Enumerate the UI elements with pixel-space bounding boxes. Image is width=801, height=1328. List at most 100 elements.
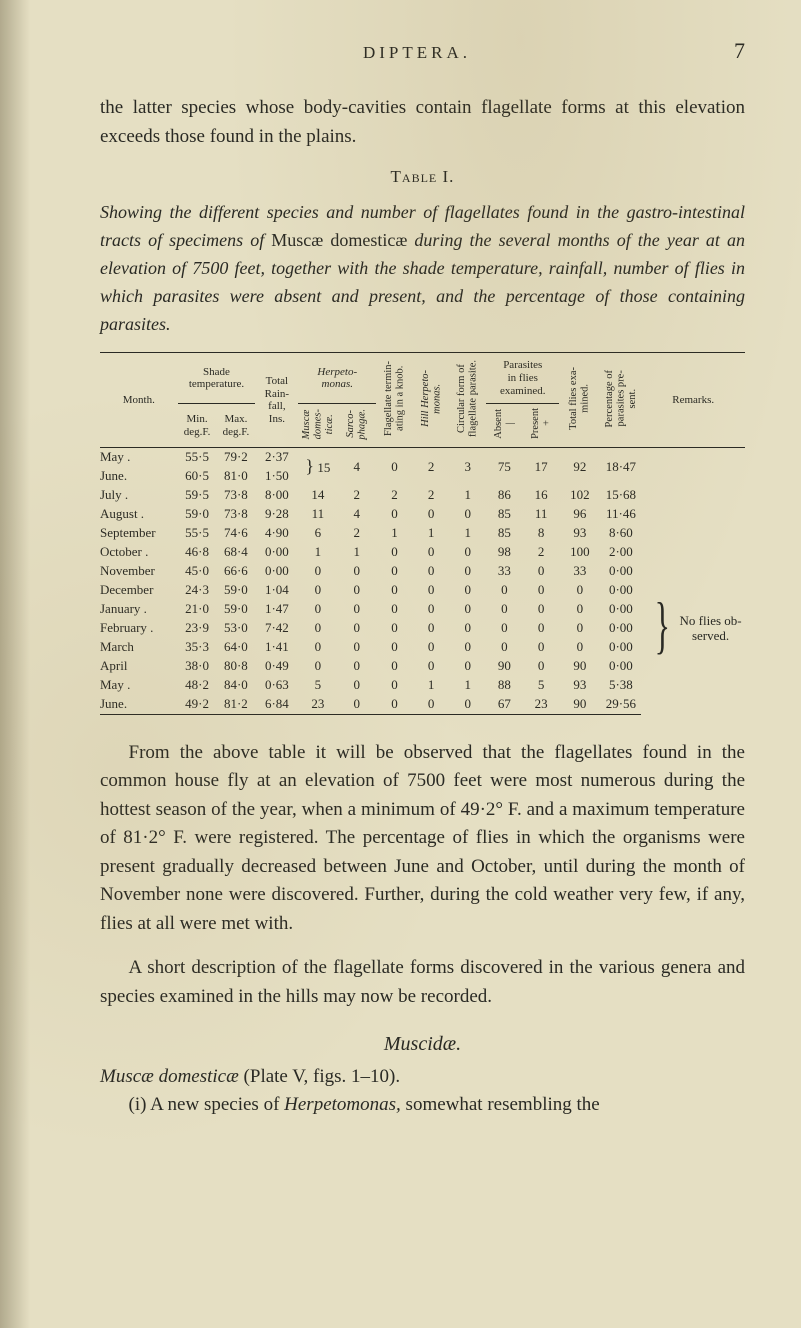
cell-ft: 2 xyxy=(376,486,413,505)
cell-rain: 0·00 xyxy=(255,562,298,581)
cell-h2: 4 xyxy=(337,505,376,524)
cell-abs: 0 xyxy=(486,638,523,657)
cell-ft: 0 xyxy=(376,447,413,486)
col-circular-text: Circular form of flagellate parasite. xyxy=(456,360,479,437)
cell-h2: 0 xyxy=(337,638,376,657)
cell-pct: 8·60 xyxy=(600,524,641,543)
cell-rain: 0·49 xyxy=(255,657,298,676)
cell-pct: 0·00 xyxy=(600,638,641,657)
col-max: Max. deg.F. xyxy=(216,404,255,448)
cell-pct: 2·00 xyxy=(600,543,641,562)
cell-pct: 0·00 xyxy=(600,657,641,676)
col-herpeto: Herpeto- monas. xyxy=(298,353,376,404)
cell-month: February . xyxy=(100,619,178,638)
cell-rain: 8·00 xyxy=(255,486,298,505)
cell-abs: 0 xyxy=(486,619,523,638)
cell-abs: 75 xyxy=(486,447,523,486)
cell-tot: 102 xyxy=(559,486,600,505)
cell-ft: 1 xyxy=(376,524,413,543)
cell-rain: 0·00 xyxy=(255,543,298,562)
cell-circ: 0 xyxy=(449,619,486,638)
cell-h1: 0 xyxy=(298,638,337,657)
cell-max: 73·8 xyxy=(216,505,255,524)
cell-pct: 18·47 xyxy=(600,447,641,486)
cell-hill: 0 xyxy=(413,581,450,600)
col-herpeto-a-text: Muscæ domes- ticæ. xyxy=(301,409,336,439)
cell-hill: 0 xyxy=(413,543,450,562)
cell-abs: 88 xyxy=(486,676,523,695)
cell-tot: 90 xyxy=(559,657,600,676)
col-hill: Hill Herpeto- monas. xyxy=(413,353,450,447)
cell-circ: 1 xyxy=(449,524,486,543)
cell-h2: 0 xyxy=(337,657,376,676)
cell-rain: 6·84 xyxy=(255,695,298,715)
cell-rain: 9·28 xyxy=(255,505,298,524)
col-total: Total flies exa- mined. xyxy=(559,353,600,447)
cell-min: 55·5 xyxy=(178,447,217,467)
cell-month: March xyxy=(100,638,178,657)
cell-min: 46·8 xyxy=(178,543,217,562)
item-i-before: (i) A new species of xyxy=(129,1094,285,1115)
col-percent: Percentage of parasites pre- sent. xyxy=(600,353,641,447)
table-row: May . 48·2 84·0 0·63 5 0 0 1 1 88 5 93 5… xyxy=(100,676,745,695)
running-head: DIPTERA. 7 xyxy=(100,38,745,64)
col-percent-text: Percentage of parasites pre- sent. xyxy=(604,370,639,427)
cell-ft: 0 xyxy=(376,676,413,695)
page-binding-shadow xyxy=(0,0,30,1328)
cell-abs: 67 xyxy=(486,695,523,715)
cell-pres: 5 xyxy=(523,676,560,695)
cell-pres: 0 xyxy=(523,657,560,676)
cell-pct: 5·38 xyxy=(600,676,641,695)
cell-hill: 0 xyxy=(413,638,450,657)
cell-min: 38·0 xyxy=(178,657,217,676)
cell-rain: 7·42 xyxy=(255,619,298,638)
cell-h1: 0 xyxy=(298,619,337,638)
cell-min: 59·0 xyxy=(178,505,217,524)
col-herpeto-b-text: Sarco- phagæ. xyxy=(345,409,368,440)
cell-pres: 16 xyxy=(523,486,560,505)
col-present: Present + xyxy=(523,404,560,448)
cell-min: 55·5 xyxy=(178,524,217,543)
item-i: (i) A new species of Herpetomonas, somew… xyxy=(100,1094,745,1116)
cell-circ: 0 xyxy=(449,562,486,581)
cell-hill: 0 xyxy=(413,695,450,715)
cell-ft: 0 xyxy=(376,543,413,562)
cell-h2: 1 xyxy=(337,543,376,562)
cell-h1: 11 xyxy=(298,505,337,524)
col-hill-text: Hill Herpeto- monas. xyxy=(420,370,443,427)
cell-ft: 0 xyxy=(376,638,413,657)
table-label-text: Table I. xyxy=(391,167,455,186)
cell-ft: 0 xyxy=(376,505,413,524)
cell-tot: 93 xyxy=(559,524,600,543)
species-name: Muscæ domesticæ xyxy=(100,1066,239,1087)
cell-max: 68·4 xyxy=(216,543,255,562)
cell-hill: 2 xyxy=(413,486,450,505)
cell-min: 45·0 xyxy=(178,562,217,581)
cell-h1: 6 xyxy=(298,524,337,543)
cell-hill: 0 xyxy=(413,505,450,524)
cell-abs: 98 xyxy=(486,543,523,562)
cell-h2: 2 xyxy=(337,524,376,543)
col-min: Min. deg.F. xyxy=(178,404,217,448)
cell-month: April xyxy=(100,657,178,676)
col-present-text: Present + xyxy=(530,408,553,439)
col-absent-text: Absent | xyxy=(493,409,516,439)
cell-circ: 0 xyxy=(449,581,486,600)
cell-pres: 0 xyxy=(523,638,560,657)
cell-h2: 2 xyxy=(337,486,376,505)
cell-abs: 0 xyxy=(486,600,523,619)
cell-h2: 0 xyxy=(337,600,376,619)
cell-h1: } 15 xyxy=(298,447,337,486)
cell-min: 35·3 xyxy=(178,638,217,657)
cell-rain: 4·90 xyxy=(255,524,298,543)
cell-remarks: }No flies ob- served. xyxy=(641,581,745,676)
cell-rain: 1·41 xyxy=(255,638,298,657)
paragraph-description: A short description of the flagellate fo… xyxy=(100,954,745,1011)
cell-pres: 0 xyxy=(523,619,560,638)
cell-tot: 96 xyxy=(559,505,600,524)
cell-month: December xyxy=(100,581,178,600)
cell-h1: 0 xyxy=(298,600,337,619)
cell-tot: 0 xyxy=(559,600,600,619)
item-i-after: somewhat resembling the xyxy=(401,1094,600,1115)
cell-h1: 23 xyxy=(298,695,337,715)
